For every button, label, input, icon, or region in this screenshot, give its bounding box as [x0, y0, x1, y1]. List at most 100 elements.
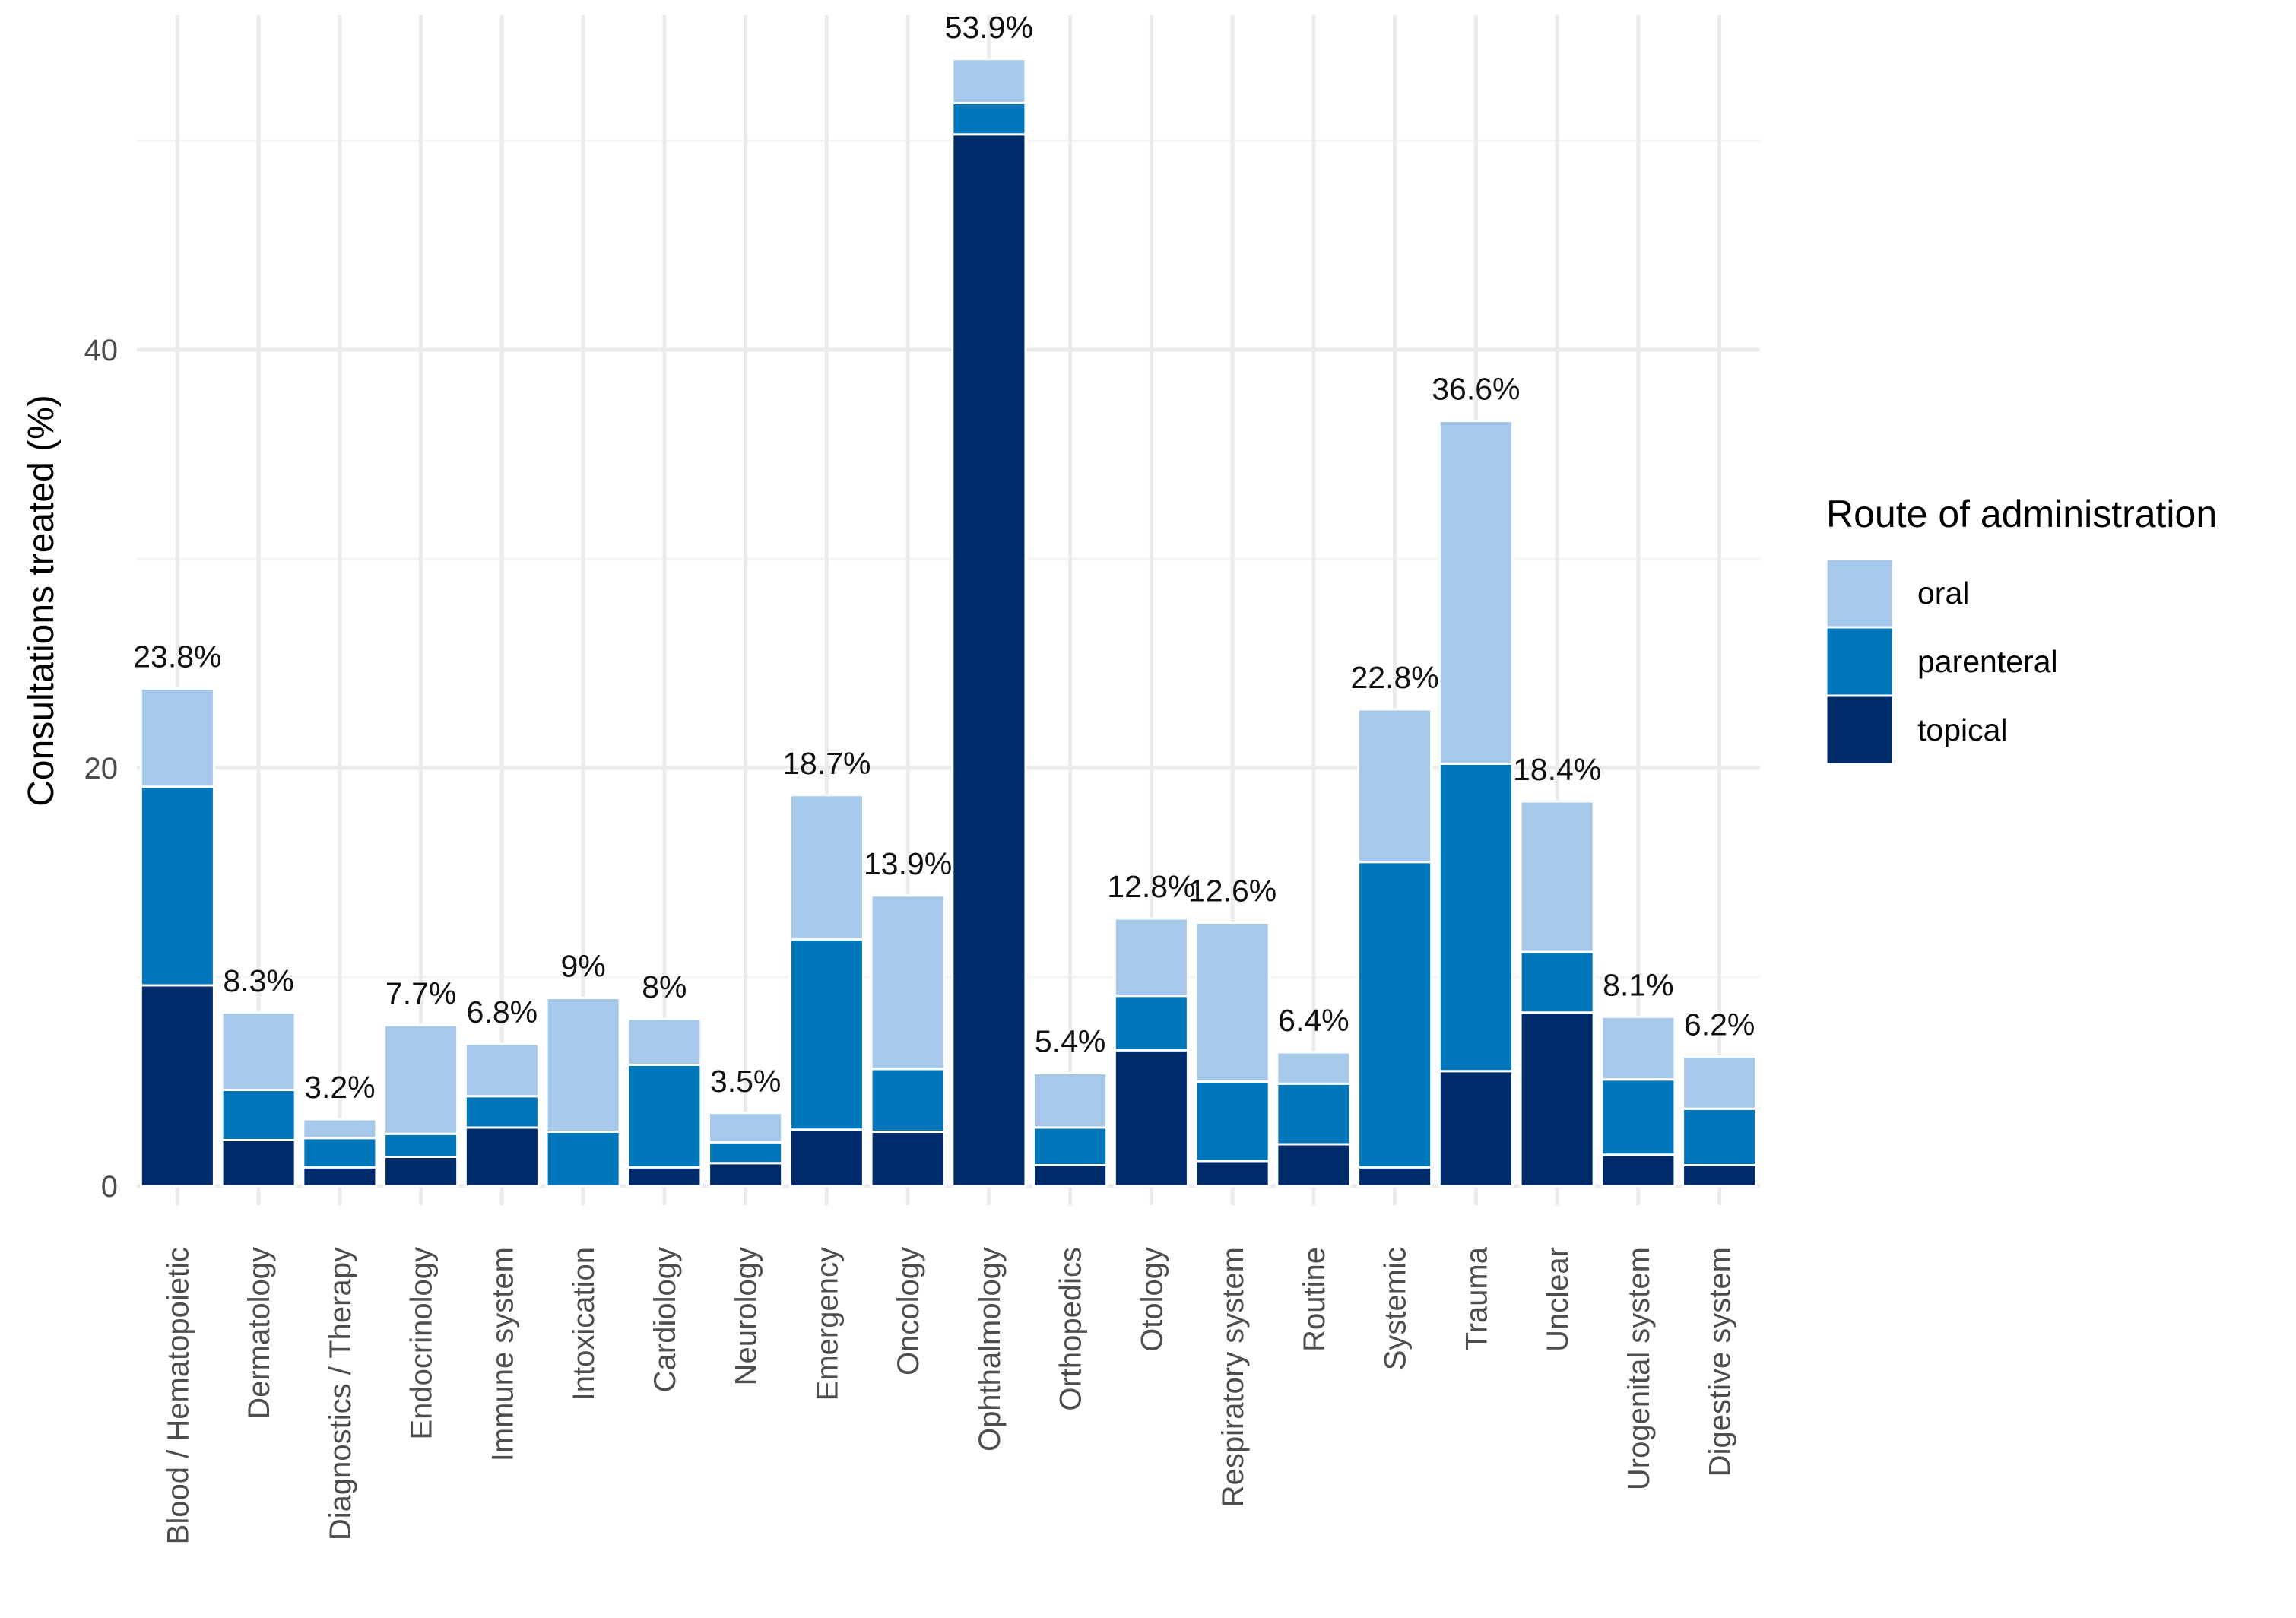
- bar-total-label: 8.3%: [223, 963, 293, 998]
- bar-total-label: 6.2%: [1684, 1007, 1755, 1042]
- bar-segment-oral: [545, 997, 621, 1133]
- bar-segment-parenteral: [383, 1132, 459, 1158]
- x-tick-label: Neurology: [730, 1247, 763, 1385]
- bar-segment-topical: [1682, 1164, 1758, 1188]
- x-tick-label: Immune system: [486, 1247, 519, 1461]
- bar-segment-topical: [139, 984, 215, 1188]
- legend-key-oral: [1825, 557, 1895, 629]
- bar-total-label: 22.8%: [1350, 660, 1438, 695]
- x-tick-label: Unclear: [1541, 1247, 1575, 1352]
- bar-total-label: 36.6%: [1432, 372, 1520, 407]
- bar-segment-parenteral: [870, 1068, 946, 1133]
- x-tick-label: Routine: [1298, 1247, 1331, 1352]
- bar-segment-parenteral: [951, 102, 1027, 136]
- legend: Route of administration oral parenteral top…: [1825, 493, 2217, 766]
- bar-total-label: 5.4%: [1035, 1024, 1105, 1059]
- y-tick-label: 0: [101, 1170, 118, 1204]
- y-tick-label: 20: [84, 752, 119, 785]
- bar-segment-topical: [1194, 1160, 1270, 1188]
- legend-label-oral: oral: [1917, 576, 1969, 611]
- bar-total-label: 3.2%: [304, 1070, 375, 1105]
- bar-total-label: 18.4%: [1513, 752, 1601, 787]
- bar-segment-oral: [870, 894, 946, 1071]
- bar-segment-oral: [788, 794, 864, 941]
- bar-segment-parenteral: [1194, 1080, 1270, 1163]
- legend-label-parenteral: parenteral: [1917, 644, 2058, 679]
- bar-segment-oral: [383, 1023, 459, 1135]
- bar-segment-topical: [1600, 1153, 1676, 1188]
- bar-segment-oral: [1682, 1055, 1758, 1110]
- bar-segment-topical: [383, 1156, 459, 1188]
- bar-segment-topical: [1032, 1164, 1108, 1188]
- bar-total-label: 7.7%: [385, 976, 456, 1010]
- bar-segment-oral: [139, 687, 215, 788]
- bar-segment-parenteral: [1600, 1078, 1676, 1156]
- bar-segment-parenteral: [708, 1141, 784, 1165]
- bar-total-label: 53.9%: [945, 10, 1033, 45]
- bar-segment-topical: [1357, 1166, 1433, 1188]
- bar-segment-oral: [1032, 1072, 1108, 1129]
- bar-segment-oral: [464, 1042, 540, 1098]
- bar-segment-topical: [1113, 1049, 1189, 1188]
- x-tick-label: Otology: [1135, 1247, 1169, 1352]
- bar-segment-oral: [1438, 420, 1514, 765]
- y-axis: 0 20 40: [84, 334, 119, 1204]
- bar-segment-topical: [220, 1139, 297, 1188]
- bar-total-label: 8.1%: [1603, 967, 1673, 1002]
- bars: 23.8% 8.3% 3.2% 7.7% 6.8% 9% 8% 3.5% 18.7% 13.9% 5…: [133, 10, 1758, 1188]
- x-tick-label: Digestive system: [1704, 1247, 1737, 1477]
- x-tick-label: Emergency: [810, 1247, 844, 1401]
- bar-segment-oral: [220, 1011, 297, 1091]
- bar-segment-parenteral: [1682, 1107, 1758, 1166]
- bar-segment-oral: [1519, 800, 1595, 953]
- bar-segment-topical: [626, 1166, 702, 1188]
- x-tick-label: Oncology: [892, 1247, 925, 1375]
- bar-segment-parenteral: [1276, 1082, 1352, 1146]
- x-tick-label: Endocrinology: [405, 1247, 439, 1440]
- x-tick-label: Dermatology: [243, 1247, 276, 1420]
- bar-segment-topical: [1519, 1011, 1595, 1188]
- x-tick-label: Orthopedics: [1054, 1247, 1088, 1411]
- bar-segment-oral: [1194, 922, 1270, 1083]
- bar-segment-topical: [302, 1166, 378, 1188]
- bar-segment-parenteral: [139, 785, 215, 987]
- bar-segment-topical: [708, 1162, 784, 1188]
- gridlines: [137, 15, 1760, 1205]
- bar-segment-parenteral: [788, 938, 864, 1131]
- bar-segment-parenteral: [464, 1095, 540, 1129]
- x-axis: Blood / Hematopoietic Dermatology Diagnost…: [161, 1246, 1736, 1544]
- bar-total-label: 18.7%: [782, 746, 871, 781]
- bar-segment-oral: [1600, 1015, 1676, 1081]
- bar-segment-topical: [1438, 1070, 1514, 1188]
- bar-total-label: 23.8%: [133, 639, 221, 674]
- bar-segment-parenteral: [626, 1064, 702, 1169]
- x-tick-label: Urogenital system: [1622, 1247, 1656, 1490]
- legend-key-topical: [1825, 694, 1895, 766]
- bar-segment-topical: [870, 1131, 946, 1188]
- bar-segment-parenteral: [1438, 763, 1514, 1073]
- bar-segment-topical: [1276, 1143, 1352, 1188]
- legend-label-topical: topical: [1917, 712, 2008, 747]
- bar-total-label: 12.6%: [1188, 874, 1276, 909]
- bar-total-label: 3.5%: [710, 1064, 781, 1099]
- legend-key-parenteral: [1825, 626, 1895, 697]
- bar-segment-oral: [626, 1017, 702, 1066]
- x-tick-label: Respiratory system: [1216, 1247, 1250, 1507]
- y-axis-title: Consultations treated (%): [21, 395, 62, 807]
- bar-segment-oral: [1276, 1051, 1352, 1085]
- bar-segment-oral: [1113, 917, 1189, 998]
- legend-title: Route of administration: [1826, 493, 2217, 535]
- bar-segment-parenteral: [220, 1089, 297, 1141]
- bar-segment-oral: [708, 1112, 784, 1144]
- bar-segment-parenteral: [1357, 861, 1433, 1169]
- x-tick-label: Blood / Hematopoietic: [161, 1247, 195, 1544]
- x-tick-label: Ophthalmology: [973, 1247, 1007, 1451]
- bar-total-label: 12.8%: [1107, 869, 1195, 904]
- bar-total-label: 8%: [642, 969, 687, 1004]
- bar-segment-oral: [1357, 708, 1433, 864]
- x-tick-label: Trauma: [1460, 1246, 1493, 1350]
- bar-total-label: 13.9%: [864, 846, 952, 881]
- bar-total-label: 6.8%: [467, 995, 538, 1029]
